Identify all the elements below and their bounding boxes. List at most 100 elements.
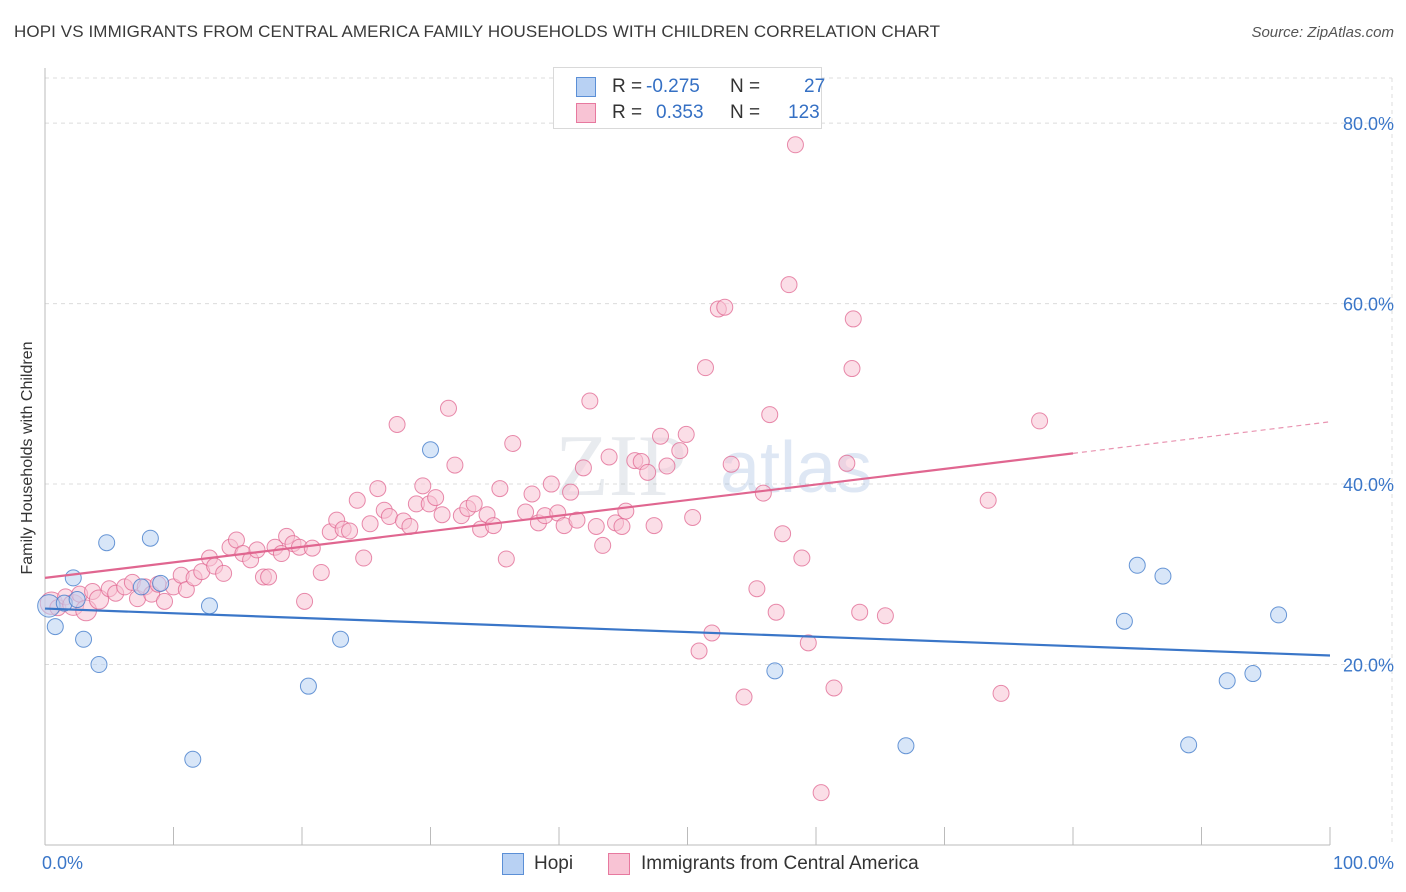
immigrants-point (722, 455, 740, 473)
hopi-point (64, 569, 82, 587)
immigrants-point (341, 522, 359, 540)
hopi-point (46, 618, 64, 636)
y-axis-label: Family Households with Children (19, 341, 36, 575)
immigrants-point (369, 480, 387, 498)
immigrants-point (812, 784, 830, 802)
x-tick-label: 100.0% (1333, 853, 1394, 873)
immigrants-point (517, 503, 535, 521)
immigrants-point (355, 549, 373, 567)
immigrants-swatch (576, 103, 596, 123)
hopi-swatch (576, 77, 596, 97)
watermark: ZIP atlas (555, 418, 872, 515)
immigrants-point (465, 495, 483, 513)
hopi-point (98, 534, 116, 552)
immigrants-point (427, 489, 445, 507)
immigrants-point (248, 541, 266, 559)
hopi-point (1154, 567, 1172, 585)
x-tick-label: 0.0% (42, 853, 83, 873)
hopi-points (37, 441, 1288, 768)
r-label: R = (612, 102, 643, 123)
immigrants-point (303, 539, 321, 557)
immigrants-point (735, 688, 753, 706)
immigrants-points (39, 136, 1049, 802)
hopi-point (897, 737, 915, 755)
immigrants-point (786, 136, 804, 154)
immigrants-point (825, 679, 843, 697)
hopi-point (75, 630, 93, 648)
hopi-trend-line (44, 607, 1331, 657)
immigrants-point (388, 416, 406, 434)
r-label: R = (612, 76, 643, 97)
hopi-point (200, 597, 218, 615)
immigrants-point (446, 456, 464, 474)
y-tick-label: 60.0% (1343, 295, 1394, 315)
immigrants-trend-extension (1072, 421, 1331, 454)
hopi-point (68, 591, 86, 609)
immigrants-point (645, 517, 663, 535)
immigrants-trend-line (44, 452, 1074, 579)
immigrants-point (594, 536, 612, 554)
source-label: Source: ZipAtlas.com (1251, 24, 1394, 41)
immigrants-point (215, 564, 233, 582)
immigrants-point (613, 517, 631, 535)
hopi-point (1128, 556, 1146, 574)
immigrants-point (780, 276, 798, 294)
hopi-point (299, 677, 317, 695)
hopi-point (422, 441, 439, 459)
n-label: N = (730, 102, 761, 123)
hopi-point (332, 630, 350, 648)
immigrants-point (690, 642, 708, 660)
stats-legend: R = -0.275 N = 27 R = 0.353 N = 123 (553, 67, 826, 129)
immigrants-point (767, 603, 785, 621)
immigrants-legend-label: Immigrants from Central America (641, 853, 919, 874)
hopi-point (132, 578, 150, 596)
immigrants-point (523, 485, 541, 503)
immigrants-point (504, 434, 522, 452)
immigrants-point (581, 392, 599, 410)
immigrants-point (260, 568, 278, 586)
hopi-point (90, 656, 108, 674)
hopi-point (1218, 672, 1236, 690)
immigrants-point (979, 491, 997, 509)
immigrants-point (574, 459, 592, 477)
immigrants-point (439, 399, 457, 417)
hopi-point (1244, 665, 1262, 683)
y-tick-label: 40.0% (1343, 475, 1394, 495)
immigrants-point (542, 475, 560, 493)
immigrants-point (414, 477, 432, 495)
hopi-point (152, 574, 170, 592)
immigrants-point (677, 425, 695, 443)
immigrants-point (617, 502, 635, 520)
immigrants-point (433, 506, 451, 524)
immigrants-point (876, 607, 894, 625)
immigrants-n-value: 123 (788, 102, 820, 123)
n-label: N = (730, 76, 761, 97)
grid-lines (45, 77, 1393, 845)
immigrants-point (761, 406, 779, 424)
hopi-legend-swatch (502, 853, 524, 875)
immigrants-point (484, 517, 502, 535)
hopi-point (1270, 606, 1288, 624)
immigrants-r-value: 0.353 (656, 102, 704, 123)
immigrants-point (992, 684, 1010, 702)
immigrants-point (843, 360, 861, 378)
hopi-n-value: 27 (804, 76, 826, 97)
immigrants-point (177, 581, 195, 599)
immigrants-point (793, 549, 811, 567)
immigrants-point (851, 603, 869, 621)
immigrants-point (716, 298, 734, 316)
hopi-point (141, 529, 159, 547)
immigrants-point (658, 457, 676, 475)
immigrants-point (156, 592, 174, 610)
immigrants-point (312, 563, 330, 581)
immigrants-point (600, 448, 618, 466)
trend-lines (44, 421, 1331, 657)
hopi-point (184, 750, 202, 768)
immigrants-point (348, 491, 366, 509)
immigrants-point (754, 484, 772, 502)
immigrants-point (568, 511, 586, 529)
immigrants-point (361, 515, 379, 533)
immigrants-point (380, 508, 398, 526)
y-tick-label: 20.0% (1343, 656, 1394, 676)
hopi-point (766, 662, 784, 680)
